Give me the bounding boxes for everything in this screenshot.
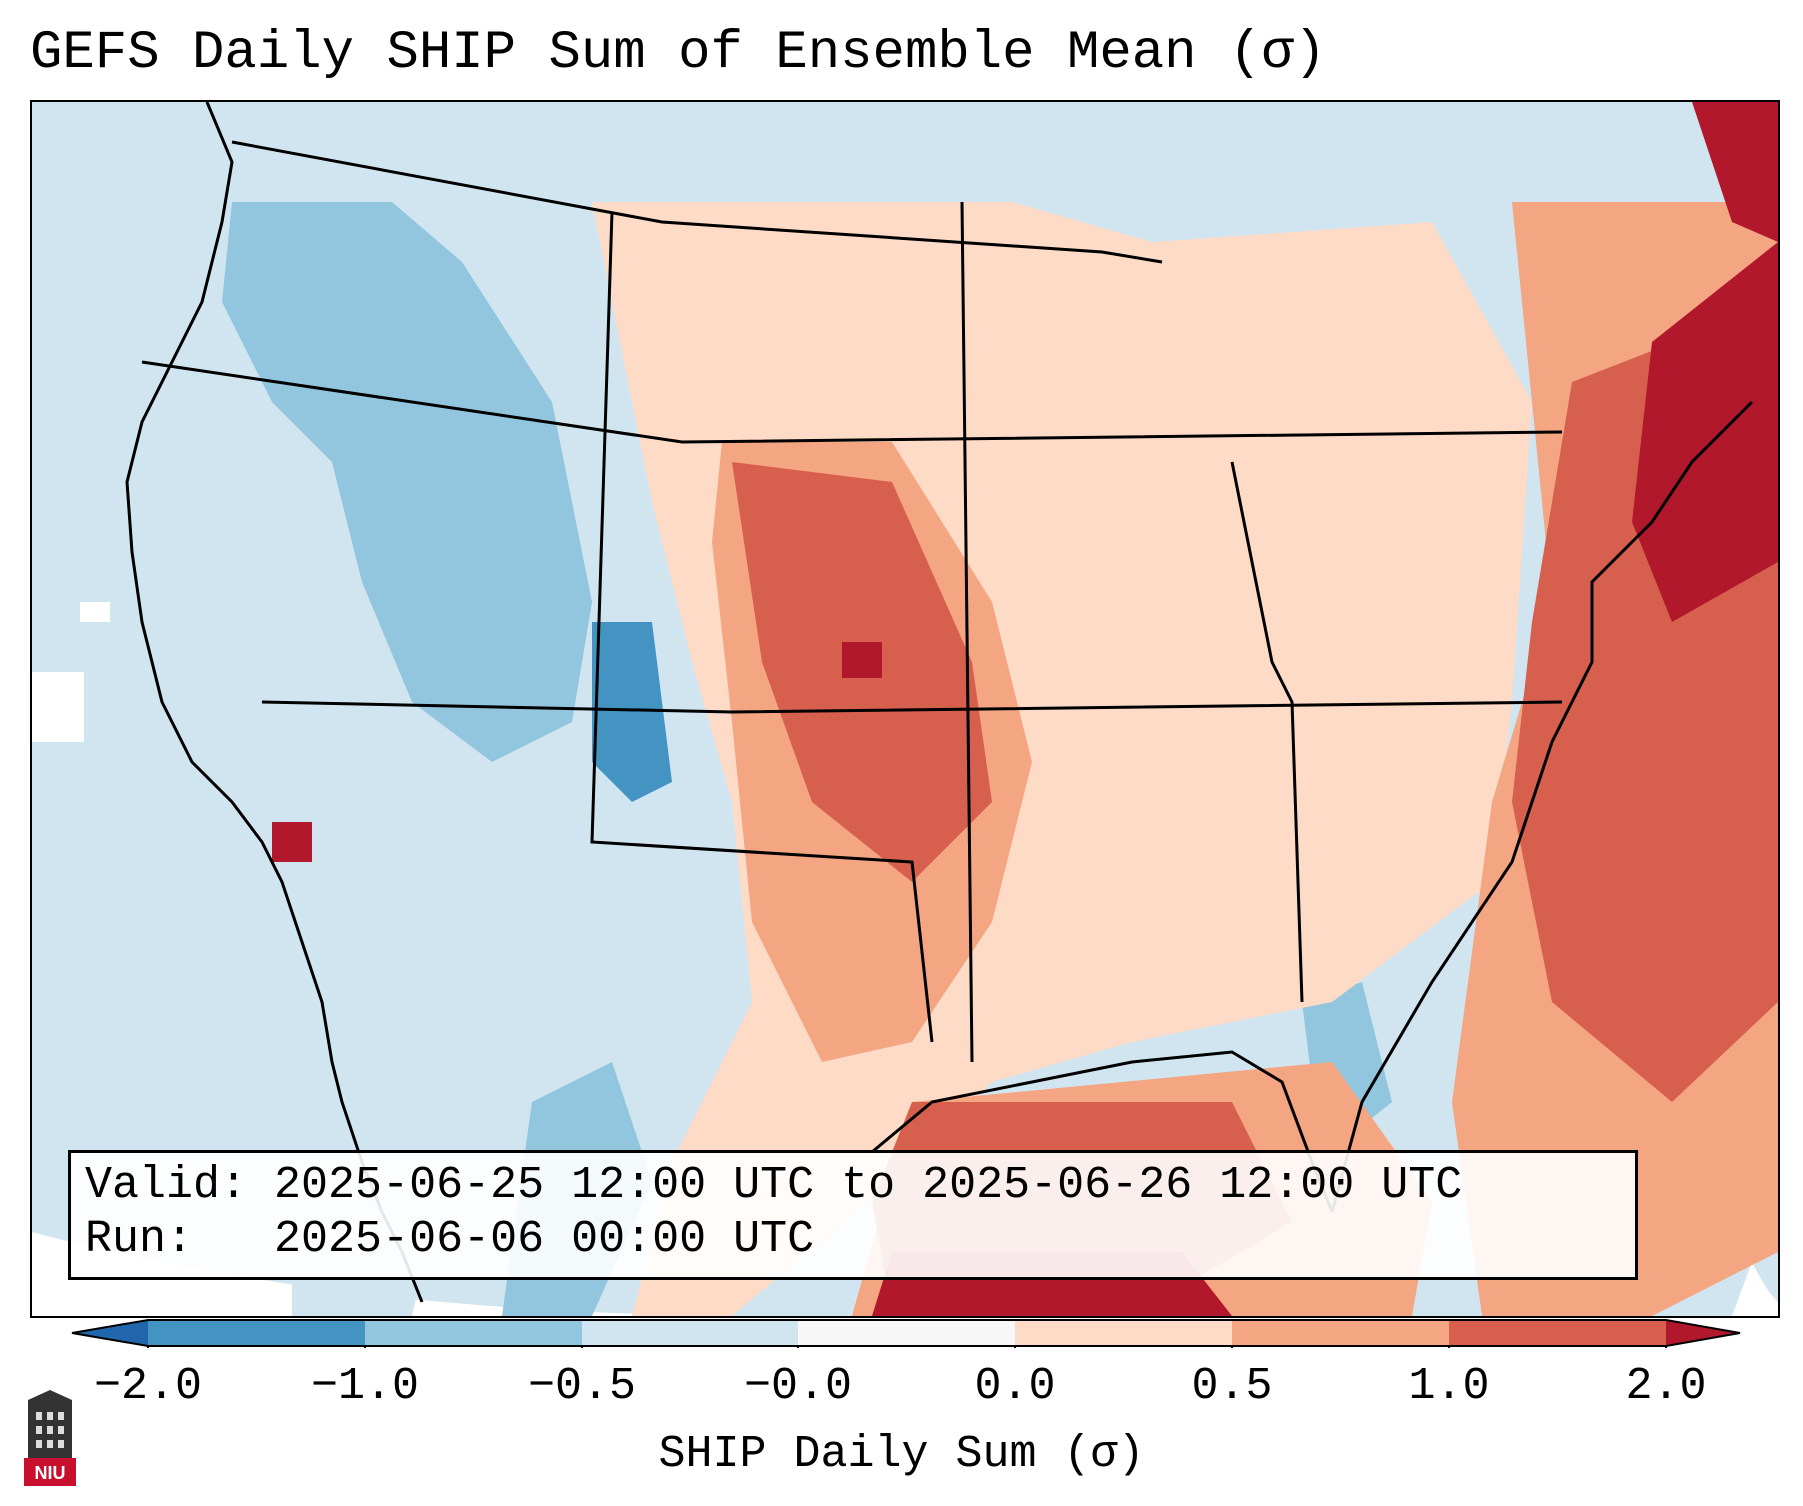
colorbar-tick-label: −0.0 [743, 1361, 853, 1412]
colorbar-tick-label: −0.5 [527, 1361, 637, 1412]
colorbar [71, 1319, 1741, 1348]
missing-data-patch [32, 672, 84, 742]
colorbar-segment [582, 1320, 798, 1346]
canada-border-west [231, 140, 1163, 264]
mississippi-approx [1230, 461, 1304, 1003]
atlantic-coastline [1330, 400, 1754, 1213]
socal-very-strong-cell [272, 822, 312, 862]
projection-edge-right [1732, 1262, 1778, 1316]
logo-banner [24, 1458, 76, 1486]
logo-text: NIU [35, 1463, 66, 1483]
coastlines-borders [125, 102, 1754, 1303]
colorbar-tick-label: −1.0 [310, 1361, 420, 1412]
state-borders-latitude [261, 700, 1563, 714]
northeast-very-strong-positive [1632, 242, 1778, 622]
colorbar-extend-high [1666, 1320, 1740, 1346]
gulf-coastline [871, 1050, 1334, 1213]
state-borders-north [141, 360, 1563, 444]
state-borders-sample [590, 211, 934, 1043]
colorbar-segment [798, 1320, 1015, 1346]
valid-value: 2025-06-25 12:00 UTC to 2025-06-26 12:00… [274, 1160, 1463, 1211]
colorbar-tick-marks [147, 1346, 1667, 1348]
interior-west-negative-region [222, 202, 592, 762]
colorbar-segment [148, 1320, 365, 1346]
colorbar-segment [365, 1320, 582, 1346]
colorado-strong-negative [592, 622, 672, 802]
colorbar-segment [1015, 1320, 1232, 1346]
colorbar-tick-label: 0.5 [1191, 1361, 1273, 1412]
run-row: Run: 2025-06-06 00:00 UTC [85, 1213, 1621, 1267]
run-value: 2025-06-06 00:00 UTC [274, 1214, 815, 1265]
colorbar-tick-label: −2.0 [93, 1361, 203, 1412]
projection-edge-left [32, 1232, 732, 1316]
missing-data-patch [80, 602, 110, 622]
niu-logo: NIU [24, 1390, 76, 1486]
colorbar-tick-label: 1.0 [1408, 1361, 1490, 1412]
map-title: GEFS Daily SHIP Sum of Ensemble Mean (σ) [30, 23, 1327, 84]
maritime-very-strong-positive [1692, 102, 1778, 242]
colorbar-segment [1232, 1320, 1449, 1346]
pacific-coastline [125, 102, 424, 1303]
colorbar-extend-low [72, 1320, 148, 1346]
valid-label: Valid: [85, 1160, 248, 1211]
west-neutral-neg-region [132, 192, 732, 1316]
valid-row: Valid: 2025-06-25 12:00 UTC to 2025-06-2… [85, 1159, 1621, 1213]
state-borders-meridian [960, 201, 974, 1063]
run-label: Run: [85, 1214, 194, 1265]
colorbar-tick-label: 2.0 [1625, 1361, 1707, 1412]
colorbar-label: SHIP Daily Sum (σ) [658, 1429, 1145, 1480]
kansas-very-strong-cell [842, 642, 882, 678]
map-panel[interactable] [30, 100, 1780, 1318]
map-canvas [32, 102, 1778, 1316]
colorbar-tick-label: 0.0 [974, 1361, 1056, 1412]
colorbar-segment [1449, 1320, 1666, 1346]
valid-run-info-box: Valid: 2025-06-25 12:00 UTC to 2025-06-2… [68, 1150, 1638, 1280]
